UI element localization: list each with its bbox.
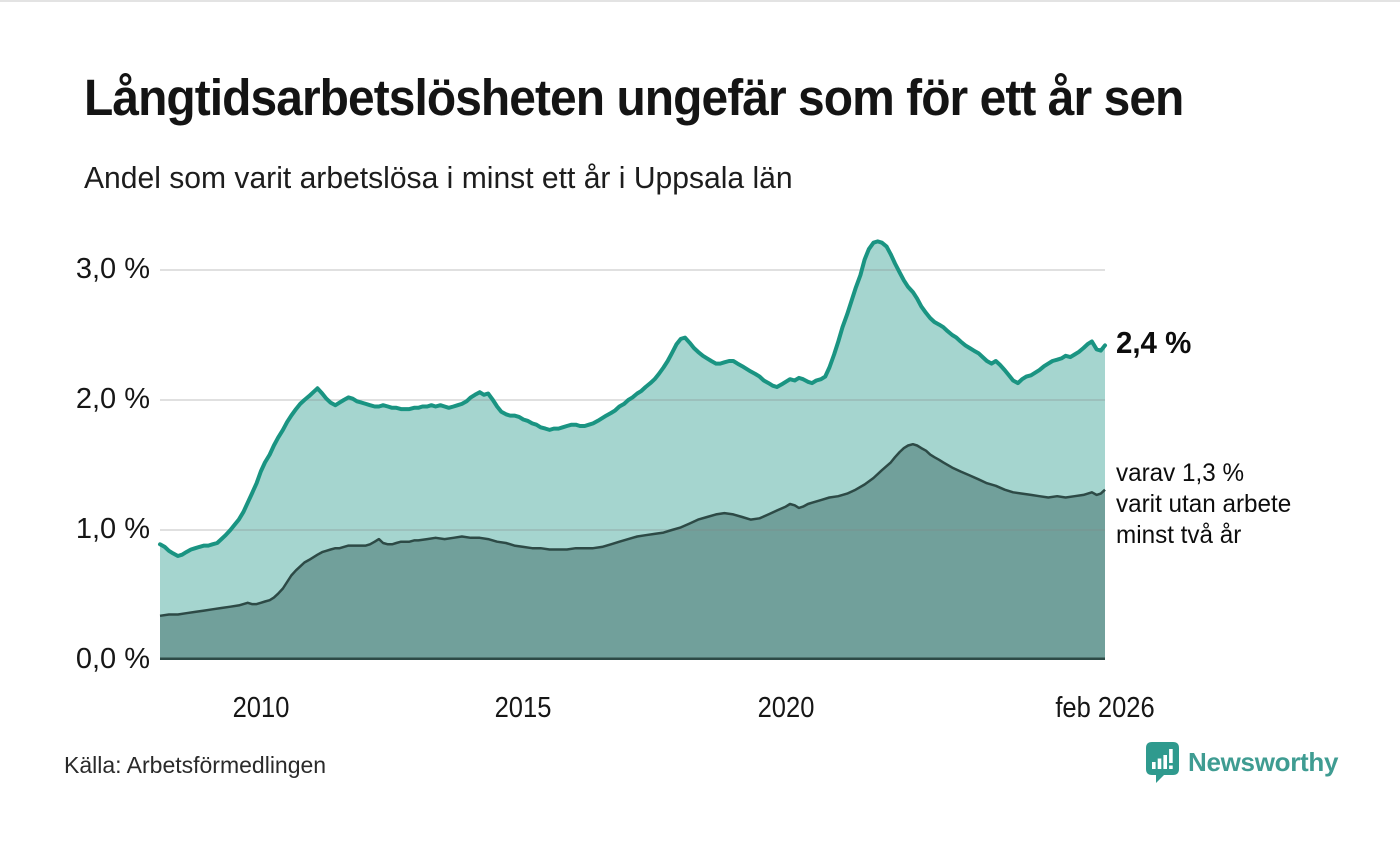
y-axis-tick: 0,0 %: [75, 643, 150, 675]
total-line: [158, 239, 1107, 558]
chart-title: Långtidsarbetslösheten ungefär som för e…: [84, 69, 1184, 126]
y-axis-tick: 2,0 %: [75, 383, 150, 416]
two-year-line: [159, 442, 1106, 618]
newsworthy-logo: Newsworthy: [1146, 742, 1338, 783]
end-annotation-secondary: varav 1,3 % varit utan arbete minst två …: [1116, 458, 1291, 551]
chart-subtitle: Andel som varit arbetslösa i minst ett å…: [84, 160, 793, 195]
source-attribution: Källa: Arbetsförmedlingen: [64, 752, 327, 778]
y-axis-tick: 3,0 %: [75, 253, 150, 286]
x-axis-tick: 2020: [757, 692, 815, 724]
x-axis-tick: 2015: [494, 692, 552, 724]
end-annotation-line: minst två år: [1116, 520, 1242, 549]
two-year-area-fill: [160, 444, 1105, 660]
end-annotation-line: varav 1,3 %: [1116, 458, 1245, 487]
end-value-total: 2,4 %: [1116, 325, 1192, 361]
y-axis-tick: 1,0 %: [75, 513, 150, 545]
newsworthy-wordmark: Newsworthy: [1188, 747, 1339, 777]
x-axis-tick: feb 2026: [1055, 692, 1155, 724]
end-annotation-line: varit utan arbete: [1116, 489, 1292, 518]
area-chart-svg: [158, 239, 1107, 660]
bar-chart-bubble-icon: [1146, 742, 1179, 783]
x-axis-tick: 2010: [232, 692, 290, 724]
